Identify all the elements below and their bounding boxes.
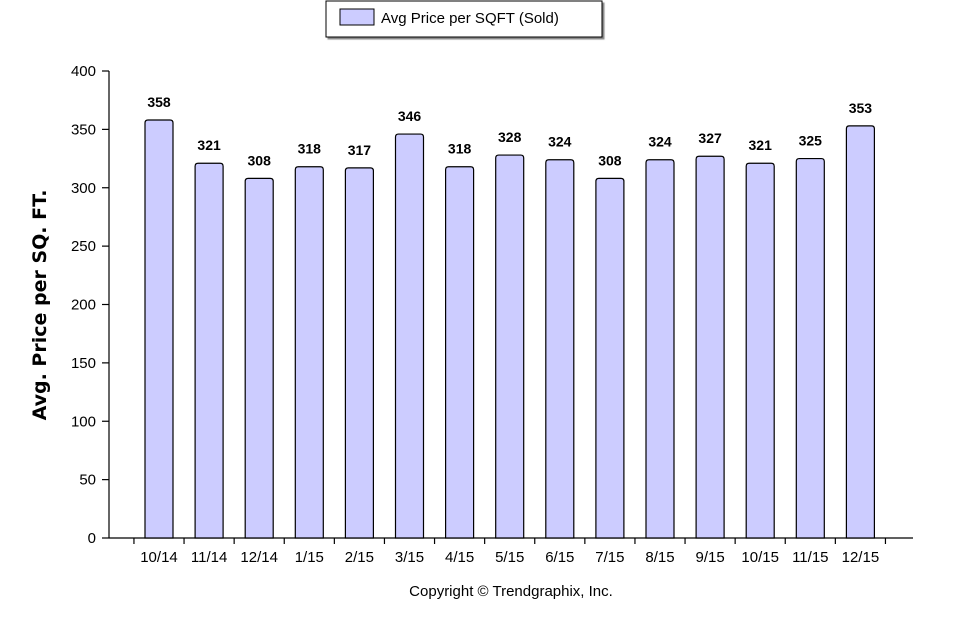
x-tick-label: 6/15 [545, 549, 574, 566]
x-tick-label: 11/14 [191, 549, 227, 566]
bar [344, 167, 374, 539]
data-label: 318 [298, 141, 322, 157]
y-tick-label: 350 [71, 121, 96, 138]
data-label: 346 [398, 108, 422, 124]
legend: Avg Price per SQFT (Sold) [325, 0, 603, 38]
y-ticks: 0 50 100 150 200 250 300 350 400 [71, 63, 109, 547]
bar [394, 133, 425, 539]
data-label: 353 [849, 100, 873, 116]
y-tick-label: 200 [71, 297, 96, 314]
data-label: 328 [498, 129, 522, 145]
x-tick-label: 12/14 [240, 549, 278, 566]
y-tick-label: 400 [71, 63, 96, 80]
bar [745, 162, 775, 539]
data-label: 327 [698, 130, 722, 146]
x-tick-label: 2/15 [345, 549, 374, 566]
bar [194, 162, 224, 539]
data-label: 324 [648, 134, 672, 150]
bar [445, 166, 475, 539]
data-label: 317 [348, 142, 372, 158]
bar [695, 155, 725, 539]
bar [545, 159, 575, 539]
y-tick-label: 250 [71, 238, 96, 255]
y-tick-label: 100 [71, 413, 96, 430]
x-tick-label: 3/15 [395, 549, 424, 566]
x-ticks: 10/14 11/14 12/14 1/15 2/15 3/15 4/15 5/15 6/15 7… [133, 538, 887, 566]
bar [144, 119, 174, 539]
x-tick-label: 4/15 [445, 549, 474, 566]
legend-swatch [339, 8, 375, 26]
legend-label: Avg Price per SQFT (Sold) [381, 10, 559, 27]
bar [795, 157, 825, 539]
data-label: 324 [548, 134, 572, 150]
x-tick-label: 1/15 [295, 549, 324, 566]
y-tick-label: 300 [71, 180, 96, 197]
x-tick-label: 7/15 [595, 549, 624, 566]
data-label: 321 [749, 137, 773, 153]
bars: 358 321 308 318 317 346 318 328 324 308 324 327 321 3… [144, 94, 875, 539]
data-label: 308 [248, 152, 272, 168]
copyright-text: Copyright © Trendgraphix, Inc. [409, 583, 613, 600]
y-tick-label: 150 [71, 355, 96, 372]
x-tick-label: 11/15 [792, 549, 828, 566]
bar [845, 125, 875, 539]
x-tick-label: 10/15 [741, 549, 779, 566]
data-label: 321 [197, 137, 221, 153]
data-label: 318 [448, 141, 472, 157]
x-tick-label: 9/15 [695, 549, 724, 566]
y-axis-label: Avg. Price per SQ. FT. [29, 190, 51, 421]
x-tick-label: 5/15 [495, 549, 524, 566]
bar [294, 166, 324, 539]
y-tick-label: 50 [79, 472, 96, 489]
x-tick-label: 8/15 [645, 549, 674, 566]
x-tick-label: 10/14 [140, 549, 178, 566]
bar [495, 154, 525, 539]
x-tick-label: 12/15 [842, 549, 880, 566]
y-tick-label: 0 [88, 530, 96, 547]
data-label: 308 [598, 152, 622, 168]
data-label: 325 [799, 133, 823, 149]
bar [645, 159, 675, 539]
data-label: 358 [147, 94, 171, 110]
bar [595, 177, 625, 539]
bar [244, 177, 274, 539]
